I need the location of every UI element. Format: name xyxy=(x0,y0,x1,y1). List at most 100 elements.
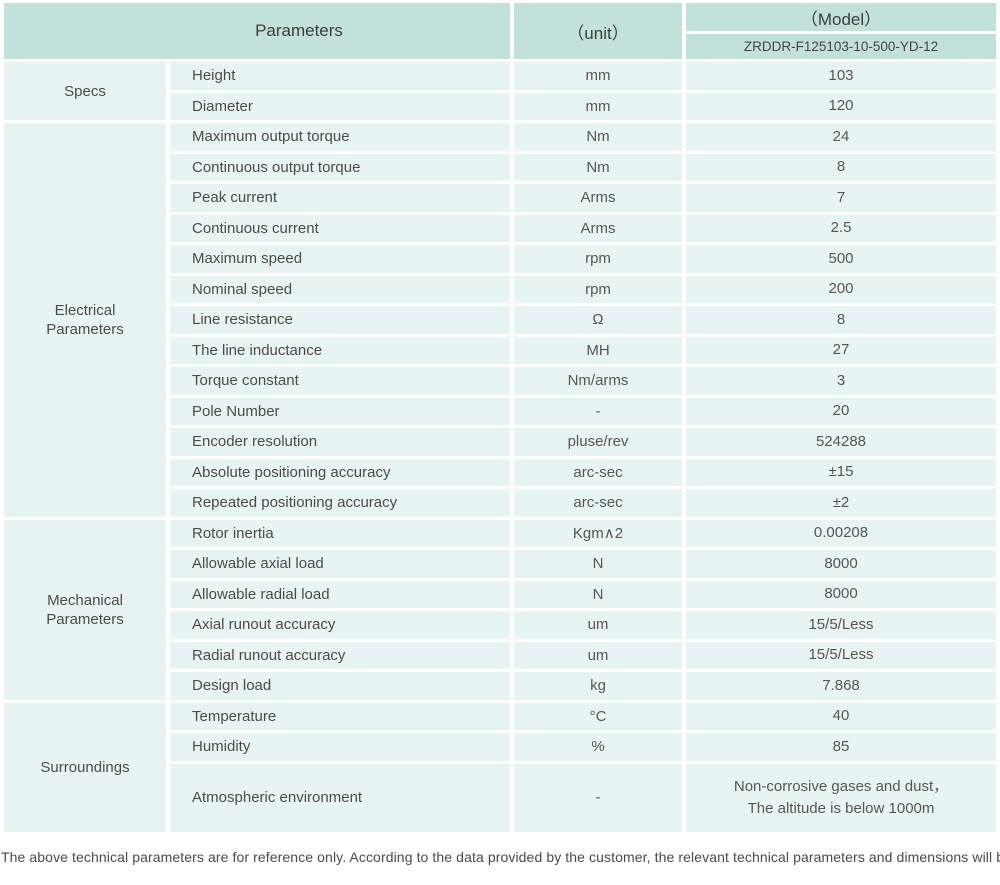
value-cell: 0.00208 xyxy=(686,519,996,547)
unit-cell: Nm xyxy=(514,123,682,151)
value-cell: 8000 xyxy=(686,550,996,578)
table-row: Repeated positioning accuracy arc-sec ±2 xyxy=(4,489,996,517)
table-row: Continuous output torque Nm 8 xyxy=(4,153,996,181)
table-row: Pole Number - 20 xyxy=(4,397,996,425)
header-row-2: ZRDDR-F125103-10-500-YD-12 xyxy=(4,34,996,59)
unit-cell: arc-sec xyxy=(514,458,682,486)
unit-cell: mm xyxy=(514,92,682,120)
value-cell: 500 xyxy=(686,245,996,273)
table-row: Encoder resolution pluse/rev 524288 xyxy=(4,428,996,456)
unit-cell: Ω xyxy=(514,306,682,334)
table-row: Maximum speed rpm 500 xyxy=(4,245,996,273)
value-cell: Non-corrosive gases and dust， The altitu… xyxy=(686,763,996,832)
value-cell: 20 xyxy=(686,397,996,425)
value-cell: 8 xyxy=(686,306,996,334)
table-row: The line inductance MH 27 xyxy=(4,336,996,364)
param-name-cell: Humidity xyxy=(170,733,510,761)
unit-cell: MH xyxy=(514,336,682,364)
param-name-cell: Nominal speed xyxy=(170,275,510,303)
param-name-cell: The line inductance xyxy=(170,336,510,364)
param-name-cell: Continuous current xyxy=(170,214,510,242)
table-row: Atmospheric environment - Non-corrosive … xyxy=(4,763,996,832)
unit-cell: °C xyxy=(514,702,682,730)
footer-note: The above technical parameters are for r… xyxy=(1,848,1000,865)
param-name-cell: Maximum output torque xyxy=(170,123,510,151)
unit-cell: mm xyxy=(514,62,682,90)
table-row: Absolute positioning accuracy arc-sec ±1… xyxy=(4,458,996,486)
param-name-cell: Rotor inertia xyxy=(170,519,510,547)
unit-cell: um xyxy=(514,641,682,669)
table-row: Diameter mm 120 xyxy=(4,92,996,120)
param-name-cell: Torque constant xyxy=(170,367,510,395)
unit-cell: - xyxy=(514,763,682,832)
header-row-1: Parameters （unit） （Model） xyxy=(4,3,996,59)
table-row: Radial runout accuracy um 15/5/Less xyxy=(4,641,996,669)
table-row: Design load kg 7.868 xyxy=(4,672,996,700)
value-cell: 2.5 xyxy=(686,214,996,242)
category-cell-surroundings: Surroundings xyxy=(4,702,166,832)
unit-cell: Arms xyxy=(514,214,682,242)
table-row: Continuous current Arms 2.5 xyxy=(4,214,996,242)
value-cell: 40 xyxy=(686,702,996,730)
unit-cell: % xyxy=(514,733,682,761)
table-row: Allowable radial load N 8000 xyxy=(4,580,996,608)
param-name-cell: Design load xyxy=(170,672,510,700)
value-cell: ±2 xyxy=(686,489,996,517)
param-name-cell: Continuous output torque xyxy=(170,153,510,181)
param-name-cell: Maximum speed xyxy=(170,245,510,273)
parameters-table: Parameters （unit） （Model） ZRDDR-F125103-… xyxy=(4,3,996,832)
table-row: Electrical Parameters Maximum output tor… xyxy=(4,123,996,517)
unit-cell: um xyxy=(514,611,682,639)
value-cell: 200 xyxy=(686,275,996,303)
value-cell: ±15 xyxy=(686,458,996,486)
category-cell-electrical: Electrical Parameters xyxy=(4,123,166,517)
table-row: Torque constant Nm/arms 3 xyxy=(4,367,996,395)
param-name-cell: Diameter xyxy=(170,92,510,120)
param-name-cell: Allowable radial load xyxy=(170,580,510,608)
param-name-cell: Line resistance xyxy=(170,306,510,334)
value-cell: 103 xyxy=(686,62,996,90)
unit-cell: - xyxy=(514,397,682,425)
unit-header: （unit） xyxy=(514,3,682,59)
param-name-cell: Allowable axial load xyxy=(170,550,510,578)
table-row: Line resistance Ω 8 xyxy=(4,306,996,334)
param-name-cell: Radial runout accuracy xyxy=(170,641,510,669)
param-name-cell: Peak current xyxy=(170,184,510,212)
table-row: Peak current Arms 7 xyxy=(4,184,996,212)
unit-cell: Nm xyxy=(514,153,682,181)
param-name-cell: Height xyxy=(170,62,510,90)
table-row: Allowable axial load N 8000 xyxy=(4,550,996,578)
value-cell: 120 xyxy=(686,92,996,120)
category-cell-mechanical: Mechanical Parameters xyxy=(4,519,166,700)
table-row: Surroundings Temperature °C 40 xyxy=(4,702,996,832)
model-code: ZRDDR-F125103-10-500-YD-12 xyxy=(686,34,996,59)
param-name-cell: Repeated positioning accuracy xyxy=(170,489,510,517)
value-cell: 15/5/Less xyxy=(686,611,996,639)
value-cell: 7 xyxy=(686,184,996,212)
value-cell: 15/5/Less xyxy=(686,641,996,669)
unit-cell: N xyxy=(514,580,682,608)
value-cell: 8 xyxy=(686,153,996,181)
value-cell: 3 xyxy=(686,367,996,395)
param-name-cell: Temperature xyxy=(170,702,510,730)
unit-cell: kg xyxy=(514,672,682,700)
param-name-cell: Atmospheric environment xyxy=(170,763,510,832)
unit-cell: rpm xyxy=(514,245,682,273)
value-cell: 24 xyxy=(686,123,996,151)
unit-cell: N xyxy=(514,550,682,578)
param-name-cell: Axial runout accuracy xyxy=(170,611,510,639)
unit-cell: Nm/arms xyxy=(514,367,682,395)
param-name-cell: Pole Number xyxy=(170,397,510,425)
value-cell: 85 xyxy=(686,733,996,761)
table-row: Mechanical Parameters Rotor inertia Kgm∧… xyxy=(4,519,996,700)
unit-cell: pluse/rev xyxy=(514,428,682,456)
unit-cell: rpm xyxy=(514,275,682,303)
table-row: Humidity % 85 xyxy=(4,733,996,761)
param-name-cell: Encoder resolution xyxy=(170,428,510,456)
unit-cell: Kgm∧2 xyxy=(514,519,682,547)
param-name-cell: Absolute positioning accuracy xyxy=(170,458,510,486)
table-row: Specs Height mm 103 xyxy=(4,62,996,120)
unit-cell: arc-sec xyxy=(514,489,682,517)
unit-cell: Arms xyxy=(514,184,682,212)
